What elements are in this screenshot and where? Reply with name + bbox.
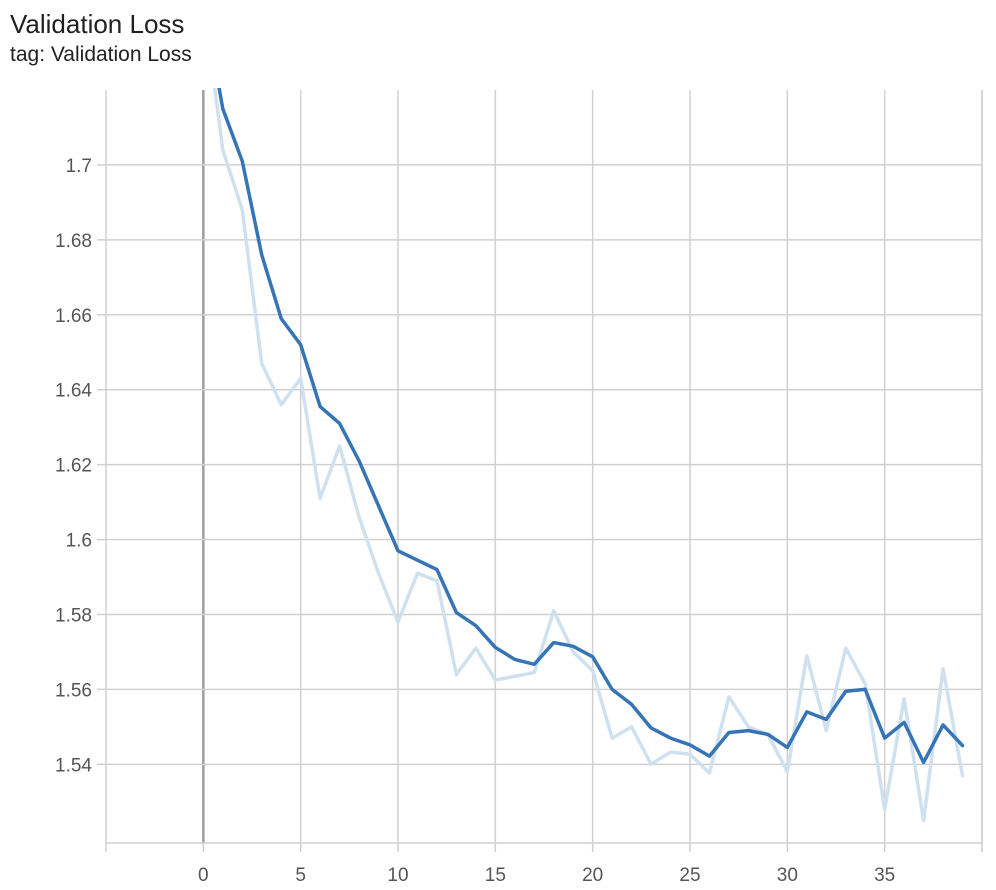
y-tick-label: 1.7 bbox=[66, 156, 92, 177]
tick-labels: 1.54 1.56 1.58 1.6 1.62 1.64 1.66 1.68 1.7 0 5 10 15… bbox=[55, 156, 895, 886]
series-layer bbox=[212, 88, 965, 823]
raw-series-line bbox=[212, 88, 965, 823]
y-tick-label: 1.6 bbox=[66, 531, 92, 552]
y-tick-label: 1.54 bbox=[55, 755, 92, 776]
y-tick-label: 1.68 bbox=[55, 231, 92, 252]
x-tick-label: 25 bbox=[679, 865, 700, 886]
x-tick-label: 35 bbox=[874, 865, 895, 886]
y-tick-label: 1.66 bbox=[55, 306, 92, 327]
y-tick-label: 1.58 bbox=[55, 605, 92, 626]
grid bbox=[105, 90, 983, 843]
x-tick-label: 30 bbox=[777, 865, 798, 886]
axes bbox=[97, 164, 983, 852]
y-tick-label: 1.56 bbox=[55, 680, 92, 701]
chart-title: Validation Loss bbox=[10, 9, 185, 39]
x-tick-label: 10 bbox=[387, 865, 408, 886]
x-tick-label: 15 bbox=[485, 865, 506, 886]
x-tick-label: 5 bbox=[295, 865, 306, 886]
chart-subtitle: tag: Validation Loss bbox=[10, 43, 192, 66]
smoothed-series-line bbox=[217, 88, 965, 765]
y-tick-label: 1.64 bbox=[55, 381, 92, 402]
x-tick-label: 0 bbox=[198, 865, 209, 886]
y-tick-label: 1.62 bbox=[55, 456, 92, 477]
x-tick-label: 20 bbox=[582, 865, 603, 886]
